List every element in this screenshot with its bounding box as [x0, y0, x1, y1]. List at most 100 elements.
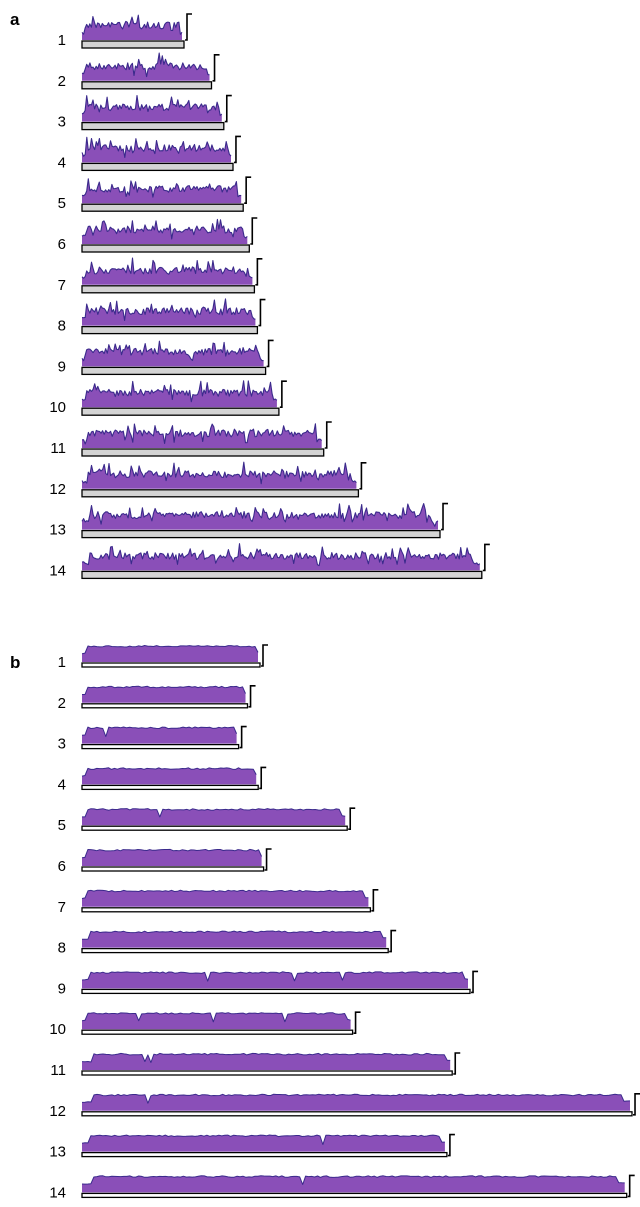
scale-bracket	[266, 339, 274, 368]
chromosome-bar	[81, 1029, 354, 1035]
chromosome-bar	[81, 121, 225, 131]
panel-a-row-13: 13	[49, 502, 449, 539]
coverage-line	[81, 503, 439, 527]
panel-a-row-10: 10	[49, 380, 287, 416]
scale-bracket	[224, 94, 232, 123]
chromosome-bar	[81, 947, 389, 954]
panel-a-row-7: 7	[58, 257, 263, 294]
panel-a-row-1: 1	[58, 13, 192, 49]
panel-a-row-9: 9	[58, 339, 274, 376]
row-label: 10	[49, 399, 66, 416]
scale-bracket	[185, 13, 192, 41]
panel-b-row-3: 3	[58, 725, 247, 753]
scale-bracket	[324, 421, 332, 449]
scale-bracket	[239, 725, 247, 749]
scale-bracket	[233, 135, 241, 164]
row-label: 9	[58, 980, 66, 997]
coverage-line	[82, 808, 346, 818]
coverage-line	[81, 645, 259, 655]
chromosome-bar	[81, 866, 265, 872]
scale-bracket	[259, 766, 267, 790]
chromosome-bar	[81, 366, 267, 376]
panel-b-row-12: 12	[49, 1093, 640, 1120]
row-label: 3	[58, 736, 66, 753]
row-label: 4	[58, 776, 66, 793]
coverage-line	[81, 178, 242, 198]
row-label: 12	[49, 481, 66, 498]
row-label: 7	[58, 277, 66, 294]
coverage-line	[81, 423, 323, 445]
row-label: 13	[49, 1144, 66, 1161]
row-label: 3	[58, 114, 66, 131]
row-label: 11	[50, 1062, 66, 1079]
coverage-line	[81, 298, 256, 321]
row-label: 1	[58, 32, 66, 49]
row-label: 2	[58, 73, 66, 90]
scale-bracket	[371, 889, 379, 912]
chromosome-bar	[81, 203, 244, 212]
panel-a-row-5: 5	[58, 176, 252, 212]
coverage-area	[82, 686, 246, 703]
panel-a-row-14: 14	[49, 543, 490, 579]
coverage-area	[82, 95, 222, 122]
row-label: 14	[49, 1184, 66, 1201]
panel-a-row-6: 6	[58, 217, 258, 253]
coverage-line	[81, 1052, 451, 1063]
row-label: 13	[49, 522, 66, 539]
coverage-line	[81, 257, 253, 279]
coverage-line	[81, 14, 183, 35]
coverage-line	[81, 889, 369, 899]
coverage-area	[82, 727, 237, 744]
row-label: 2	[58, 695, 66, 712]
chromosome-bar	[81, 448, 325, 457]
coverage-line	[81, 848, 263, 859]
coverage-area	[82, 767, 257, 785]
chromosome-bar	[81, 285, 256, 294]
coverage-area	[82, 1175, 625, 1193]
chromosome-bar	[81, 825, 348, 831]
panel-a-row-11: 11	[50, 421, 332, 457]
panel-a-row-4: 4	[58, 135, 241, 171]
coverage-area	[82, 53, 210, 81]
scale-bracket	[212, 54, 220, 82]
coverage-line	[81, 52, 210, 78]
panel-b-row-11: 11	[50, 1052, 461, 1079]
scale-bracket	[482, 543, 490, 572]
row-label: 4	[58, 154, 66, 171]
coverage-line	[81, 726, 238, 737]
chromosome-bar	[81, 784, 259, 791]
panel-b-row-6: 6	[58, 848, 272, 875]
coverage-area	[82, 931, 387, 948]
scale-bracket	[264, 848, 272, 871]
panel-a-letter: a	[10, 10, 20, 29]
coverage-area	[82, 423, 322, 448]
scale-bracket	[250, 217, 258, 245]
panel-b-row-4: 4	[58, 766, 267, 793]
scale-bracket	[359, 462, 367, 490]
coverage-line	[81, 340, 264, 362]
row-label: 1	[58, 654, 66, 671]
chromosome-bar	[81, 1111, 633, 1117]
scale-bracket	[471, 970, 479, 994]
coverage-area	[82, 849, 262, 866]
coverage-line	[81, 380, 278, 403]
row-label: 8	[58, 318, 66, 335]
scale-bracket	[261, 644, 268, 667]
chromosome-bar	[81, 529, 441, 539]
scale-bracket	[633, 1093, 640, 1116]
scale-bracket	[627, 1174, 635, 1198]
panel-a-row-2: 2	[58, 52, 220, 90]
coverage-area	[82, 462, 357, 489]
chromosome-bar	[81, 907, 372, 913]
coverage-line	[81, 461, 357, 485]
panel-b-row-8: 8	[58, 929, 397, 957]
coverage-area	[82, 380, 277, 408]
row-label: 14	[49, 562, 66, 579]
row-label: 9	[58, 358, 66, 375]
chromosome-bar	[81, 1151, 448, 1158]
panel-b-letter: b	[10, 653, 20, 672]
